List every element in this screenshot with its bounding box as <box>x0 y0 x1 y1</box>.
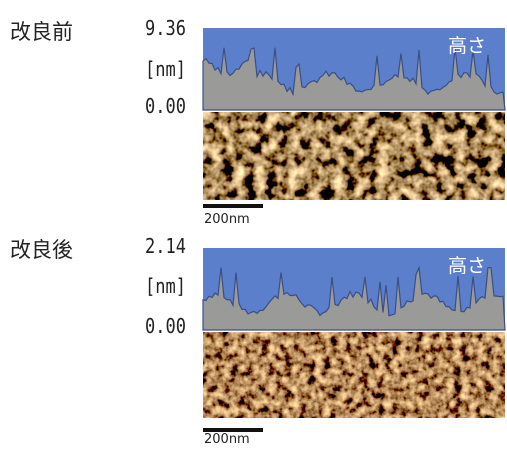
scale-label: 200nm <box>204 212 250 227</box>
profile-panel: 高さ <box>203 28 505 208</box>
max-height: 2.14 <box>145 234 186 258</box>
min-height: 0.00 <box>145 314 186 338</box>
sample-label: 改良前 <box>10 16 73 46</box>
scale-label: 200nm <box>204 432 250 447</box>
max-height: 9.36 <box>145 16 186 40</box>
sample-label: 改良後 <box>10 234 73 264</box>
figure: 高さ 高さ 改良前 9.36 [nm] 0.00 200nm 改良後 2.14 … <box>0 0 507 449</box>
unit: [nm] <box>145 274 186 298</box>
profile-label: 高さ <box>448 255 486 277</box>
unit: [nm] <box>145 57 186 81</box>
scale-bar <box>203 204 263 208</box>
min-height: 0.00 <box>145 94 186 118</box>
profile-panel: 高さ <box>203 248 505 432</box>
figure-graphics: 高さ 高さ <box>0 0 507 449</box>
afm-image <box>203 332 505 418</box>
profile-label: 高さ <box>448 35 486 57</box>
afm-image <box>203 112 505 200</box>
